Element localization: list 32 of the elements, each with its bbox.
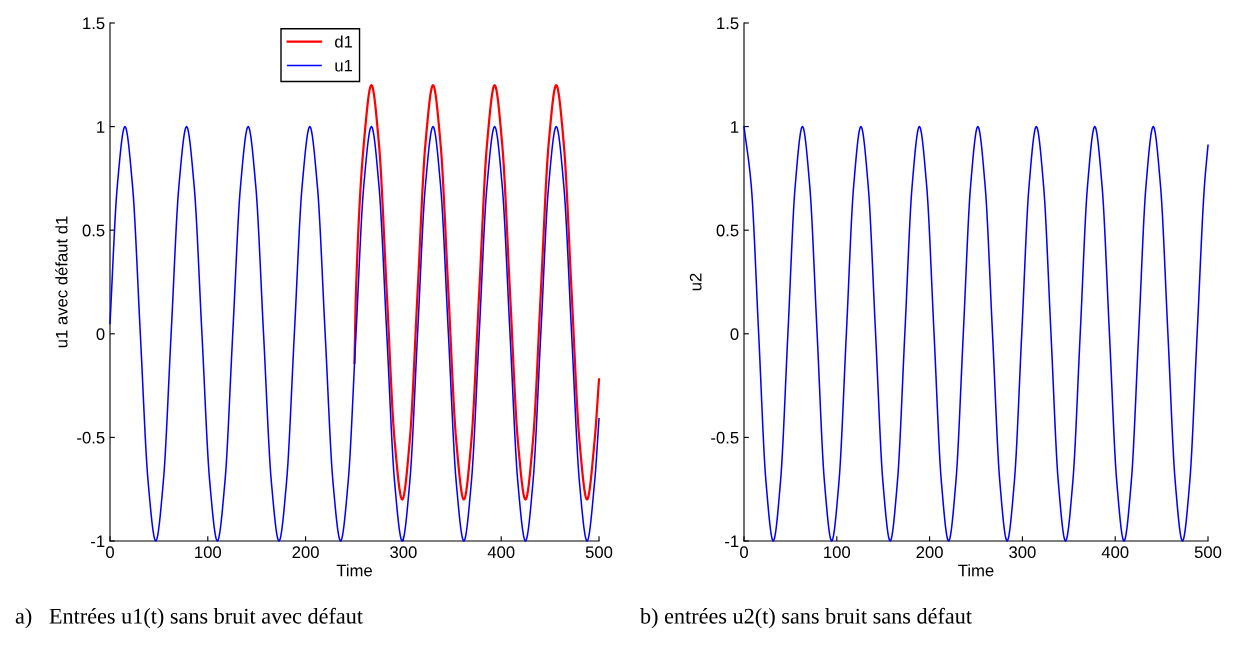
x-tick-label: 100 (195, 546, 222, 559)
x-tick-label: 0 (106, 546, 114, 559)
x-tick-label: 100 (824, 546, 851, 559)
y-tick-label: -1 (91, 535, 105, 548)
text: a) Entrées u1(t) sans bruit avec défaut (15, 607, 363, 629)
x-tick-label: 200 (292, 546, 319, 559)
text: b) entrées u2(t) sans bruit sans défaut (640, 607, 972, 629)
legend-label: d1 (335, 35, 353, 48)
x-tick-label: 400 (1101, 546, 1129, 559)
x-tick-label: 400 (487, 546, 515, 559)
x-axis-title: Time (958, 564, 994, 577)
x-tick-label: 300 (390, 546, 417, 559)
y-tick-label: -0.5 (711, 431, 739, 444)
x-tick-label: 200 (916, 546, 943, 559)
x-tick-label: 300 (1009, 546, 1036, 559)
y-tick-label: 1 (97, 121, 105, 133)
y-tick-label: 1 (731, 121, 739, 133)
y-tick-label: -1 (725, 535, 739, 548)
y-tick-label: 0.5 (82, 224, 105, 237)
y-axis-title: u2 (689, 273, 702, 291)
y-tick-label: 1.5 (717, 17, 739, 30)
x-axis-title: Time (336, 564, 372, 577)
y-tick-label: 0 (730, 328, 739, 340)
y-axis-title: u1 avec défaut d1 (55, 216, 68, 348)
y-tick-label: -0.5 (77, 431, 105, 444)
y-tick-label: 0.5 (716, 224, 739, 237)
x-tick-label: 0 (740, 546, 748, 559)
legend-label: u1 (335, 59, 353, 72)
y-tick-label: 0 (96, 328, 105, 340)
y-tick-label: 1.5 (83, 17, 105, 30)
x-tick-label: 500 (1194, 546, 1222, 559)
x-tick-label: 500 (585, 546, 613, 559)
